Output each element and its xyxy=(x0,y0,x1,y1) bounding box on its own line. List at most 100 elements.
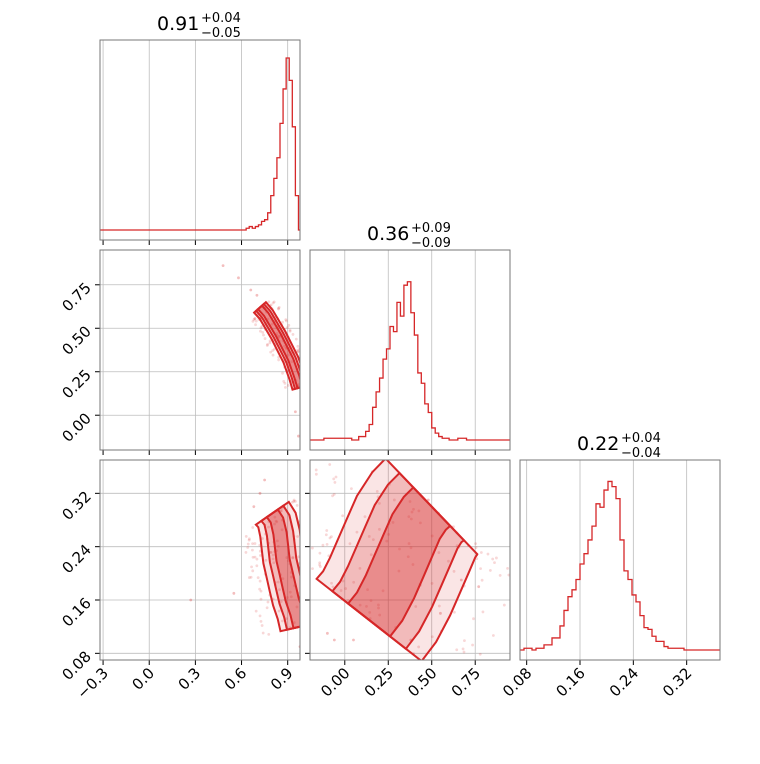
sample-point xyxy=(271,301,275,305)
title-value-1: 0.36 xyxy=(367,223,409,245)
sample-point xyxy=(332,477,336,481)
sample-point xyxy=(288,329,292,333)
title-plus-0: +0.04 xyxy=(201,11,241,26)
sample-point xyxy=(271,553,275,557)
sample-point xyxy=(278,588,281,591)
hist-panel-0 xyxy=(99,39,301,245)
sample-point xyxy=(479,551,483,554)
sample-point xyxy=(279,600,283,603)
sample-point xyxy=(246,542,250,546)
sample-point xyxy=(325,616,328,619)
sample-point xyxy=(285,556,289,559)
density xyxy=(302,460,510,671)
svg-text:0.91: 0.91 xyxy=(157,13,199,35)
sample-point xyxy=(455,648,459,652)
sample-point xyxy=(273,515,277,519)
contour-line xyxy=(252,300,300,391)
sample-point xyxy=(280,509,283,513)
tick-label-x: 0.50 xyxy=(404,664,440,700)
sample-point xyxy=(455,668,458,671)
frame xyxy=(309,249,511,451)
sample-point xyxy=(377,606,380,610)
sample-point xyxy=(407,542,411,545)
sample-point xyxy=(295,504,299,507)
histogram-0 xyxy=(100,57,300,231)
sample-point xyxy=(314,566,317,569)
title-value-2: 0.22 xyxy=(577,433,619,455)
sample-point xyxy=(302,560,305,563)
sample-point xyxy=(412,507,415,511)
sample-point xyxy=(296,535,300,538)
sample-point xyxy=(251,555,255,559)
tick-label-x: 0.6 xyxy=(221,664,251,694)
sample-point xyxy=(474,546,478,549)
sample-point xyxy=(296,350,300,354)
sample-point xyxy=(377,603,380,607)
outlier-point xyxy=(237,276,240,280)
sample-point xyxy=(493,561,496,565)
sample-point xyxy=(310,546,314,550)
outlier-point xyxy=(189,598,193,602)
sample-point xyxy=(290,360,294,364)
sample-point xyxy=(407,515,411,519)
histogram-1 xyxy=(310,281,510,441)
sample-point xyxy=(266,600,270,604)
sample-point xyxy=(263,337,267,340)
sample-point xyxy=(269,303,273,307)
sample-point xyxy=(275,520,279,524)
sample-point xyxy=(261,631,265,635)
sample-point xyxy=(318,565,322,569)
sample-point xyxy=(314,535,317,538)
sample-point xyxy=(330,581,333,585)
sample-point xyxy=(325,529,329,532)
sample-point xyxy=(314,472,318,476)
outlier-point xyxy=(221,264,225,268)
histogram-2 xyxy=(520,480,720,651)
sample-point xyxy=(295,605,299,609)
sample-point xyxy=(253,317,257,321)
sample-point xyxy=(437,551,441,554)
sample-point xyxy=(276,580,280,584)
sample-point xyxy=(378,527,381,531)
sample-point xyxy=(253,542,257,545)
sample-point xyxy=(251,542,254,545)
sample-point xyxy=(296,348,299,352)
sample-point xyxy=(430,534,434,538)
sample-point xyxy=(267,525,270,529)
sample-point xyxy=(506,566,509,570)
outlier-point xyxy=(297,434,300,438)
sample-point xyxy=(385,539,389,543)
sample-point xyxy=(267,632,271,636)
outlier-point xyxy=(293,410,297,414)
sample-point xyxy=(391,521,395,524)
sample-point xyxy=(303,369,306,372)
sample-point xyxy=(265,344,269,347)
sample-point xyxy=(281,320,284,324)
sample-point xyxy=(254,319,258,323)
sample-point xyxy=(411,563,415,566)
sample-point xyxy=(369,599,373,602)
sample-point xyxy=(417,645,421,649)
sample-point xyxy=(253,555,257,559)
tick-label-x: 0.16 xyxy=(552,664,588,700)
sample-point xyxy=(291,333,295,336)
sample-point xyxy=(453,610,456,614)
sample-point xyxy=(246,546,250,549)
sample-point xyxy=(271,349,275,352)
tick-label-y: 0.25 xyxy=(58,366,94,402)
sample-point xyxy=(491,557,495,561)
scatter-panel-0: 0.00 0.25 0.50 0.75 xyxy=(58,249,306,455)
sample-point xyxy=(387,533,391,536)
sample-point xyxy=(365,605,368,608)
sample-point xyxy=(317,554,320,557)
sample-point xyxy=(277,305,281,309)
sample-point xyxy=(430,581,434,585)
sample-point xyxy=(277,335,281,338)
sample-point xyxy=(320,556,323,559)
contour-line xyxy=(315,460,479,660)
sample-point xyxy=(277,307,280,311)
sample-point xyxy=(265,606,269,610)
sample-point xyxy=(378,502,381,505)
outlier-point xyxy=(426,498,430,502)
